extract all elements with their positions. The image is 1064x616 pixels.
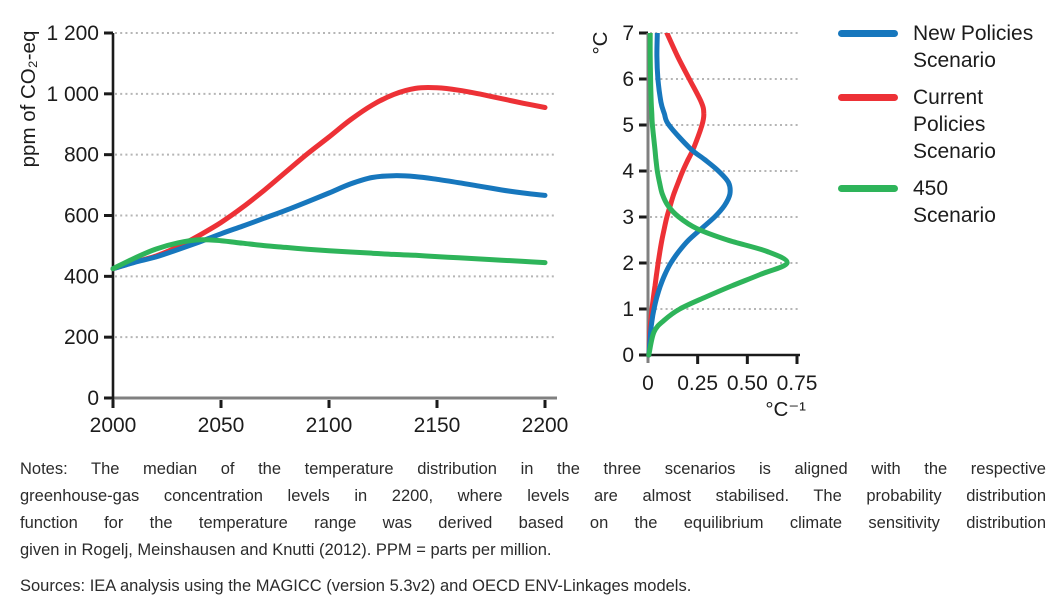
notes-line: given in Rogelj, Meinshausen and Knutti … <box>20 541 552 559</box>
left-x-tick-label: 2150 <box>414 414 461 437</box>
left-y-tick-label: 800 <box>64 144 99 167</box>
right-x-tick-label: 0.75 <box>777 372 818 395</box>
left-x-tick-label: 2000 <box>90 414 137 437</box>
legend-swatch-green-icon <box>838 185 898 192</box>
left-y-tick-label: 400 <box>64 265 99 288</box>
sources-line: Sources: IEA analysis using the MAGICC (… <box>20 577 692 595</box>
legend-swatch-blue-icon <box>838 30 898 37</box>
left-x-tick-label: 2100 <box>306 414 353 437</box>
legend-swatch-red-icon <box>838 94 898 101</box>
left-y-tick-label: 0 <box>87 387 99 410</box>
distribution-450-scenario <box>646 33 790 358</box>
right-y-tick-label: 2 <box>622 252 634 275</box>
right-x-axis-label: °C⁻¹ <box>765 398 806 421</box>
left-y-tick-label: 1 200 <box>46 22 99 45</box>
distribution-current-policies-scenario <box>646 33 707 358</box>
notes-line: greenhouse-gas concentration levels in 2… <box>20 487 1046 505</box>
left-x-tick-label: 2050 <box>198 414 245 437</box>
notes-paragraph: Notes: The median of the temperature dis… <box>20 456 1046 564</box>
right-x-tick-label: 0 <box>642 372 654 395</box>
left-y-tick-label: 1 000 <box>46 83 99 106</box>
legend-item-current-policies: Current Policies Scenario <box>838 84 1056 165</box>
notes-line: Notes: The median of the temperature dis… <box>20 460 1046 478</box>
legend-item-450: 450 Scenario <box>838 175 1056 229</box>
notes-line: function for the temperature range was d… <box>20 514 1046 532</box>
right-chart: 7 6 5 4 3 2 1 00 0.25 0.50 0.75 <box>622 22 817 395</box>
right-y-axis-label: °C <box>589 31 612 55</box>
right-y-tick-label: 5 <box>622 114 634 137</box>
right-y-tick-label: 3 <box>622 206 634 229</box>
right-y-tick-label: 0 <box>622 344 634 367</box>
legend-label: 450 Scenario <box>913 177 996 227</box>
left-x-tick-label: 2200 <box>522 414 569 437</box>
left-y-tick-label: 600 <box>64 205 99 228</box>
series-new-policies-scenario <box>110 173 548 272</box>
legend: New Policies Scenario Current Policies S… <box>838 20 1056 239</box>
legend-label: New Policies Scenario <box>913 22 1034 72</box>
right-y-tick-label: 1 <box>622 298 634 321</box>
right-y-tick-label: 6 <box>622 68 634 91</box>
right-y-tick-label: 4 <box>622 160 634 183</box>
right-x-tick-label: 0.50 <box>727 372 768 395</box>
distribution-new-policies-scenario <box>646 33 733 358</box>
legend-item-new-policies: New Policies Scenario <box>838 20 1056 74</box>
left-y-tick-label: 200 <box>64 326 99 349</box>
series-450-scenario <box>110 237 548 272</box>
legend-label: Current Policies Scenario <box>913 86 996 163</box>
left-y-axis-label: ppm of CO₂-eq <box>17 30 40 168</box>
right-x-tick-label: 0.25 <box>677 372 718 395</box>
right-y-tick-label: 7 <box>622 22 634 45</box>
